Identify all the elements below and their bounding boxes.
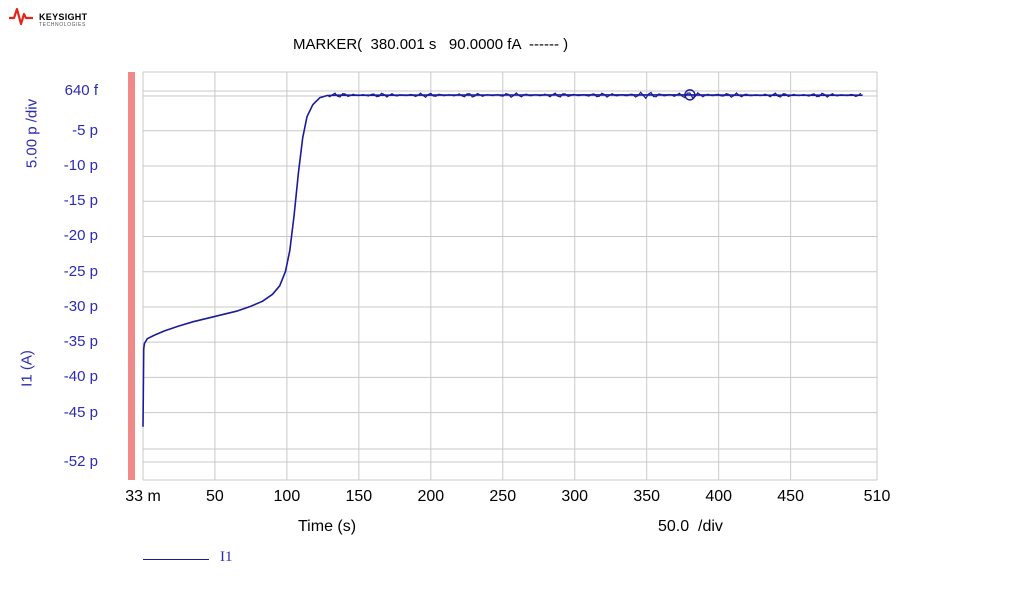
x-tick-label: 150: [345, 488, 373, 505]
x-tick-label: 50: [206, 488, 224, 505]
legend-label-i1: I1: [220, 549, 233, 565]
y-tick-label: -45 p: [63, 403, 98, 421]
y-tick-label: 640 f: [64, 82, 98, 99]
legend-line-i1: [143, 559, 209, 560]
x-tick-label: 33 m: [125, 488, 161, 505]
trace-i1-noise: [326, 91, 862, 100]
x-tick-label: 200: [417, 488, 445, 505]
y-tick-label: -15 p: [63, 192, 98, 210]
x-tick-label: 510: [863, 488, 891, 505]
x-tick-label: 350: [633, 488, 661, 505]
marker-side-bar[interactable]: [128, 72, 135, 480]
brand-name: KEYSIGHT: [39, 12, 88, 22]
y-tick-label: -52 p: [63, 453, 98, 470]
x-axis-label: Time (s): [298, 518, 357, 535]
x-tick-label: 300: [561, 488, 589, 505]
keysight-logo: KEYSIGHT TECHNOLOGIES: [8, 6, 98, 32]
y-tick-label: -30 p: [63, 297, 98, 315]
x-tick-label: 250: [489, 488, 517, 505]
x-tick-label: 100: [273, 488, 301, 505]
x-tick-label: 450: [777, 488, 804, 505]
y-tick-label: -40 p: [63, 368, 98, 386]
x-scale-label: 50.0 /div: [658, 518, 723, 535]
keysight-wave-icon: [9, 7, 33, 26]
y-tick-label: -25 p: [63, 262, 98, 280]
y-tick-label: -35 p: [63, 333, 98, 351]
x-tick-label: 400: [705, 488, 733, 505]
marker-circle: [684, 89, 696, 101]
y-tick-label: -20 p: [63, 227, 98, 245]
y-tick-label: -5 p: [72, 121, 98, 139]
y-tick-label: -10 p: [63, 156, 98, 174]
marker-readout: MARKER( 380.001 s 90.0000 fA ------ ): [293, 36, 569, 53]
brand-sub: TECHNOLOGIES: [39, 22, 86, 28]
